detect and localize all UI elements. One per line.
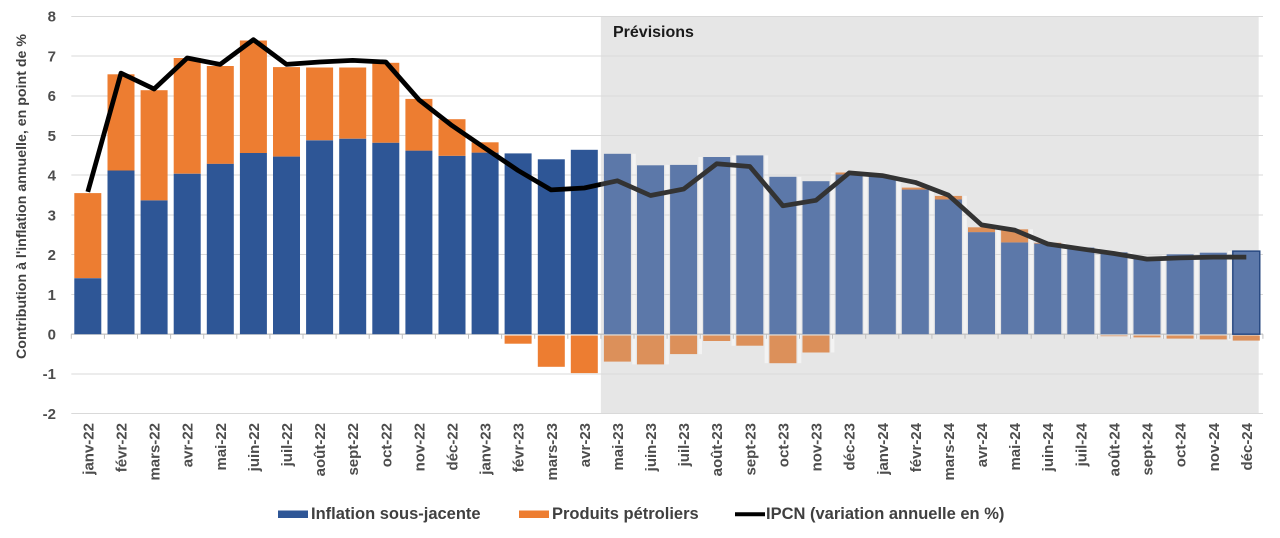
svg-text:sept-22: sept-22: [345, 423, 362, 476]
svg-text:nov-23: nov-23: [809, 423, 826, 471]
svg-text:Produits pétroliers: Produits pétroliers: [552, 505, 699, 523]
svg-text:5: 5: [48, 128, 56, 145]
svg-text:1: 1: [48, 287, 56, 304]
svg-text:mars-22: mars-22: [147, 423, 164, 481]
svg-text:juin-22: juin-22: [246, 423, 263, 472]
svg-text:mai-24: mai-24: [1007, 422, 1024, 470]
svg-text:janv-24: janv-24: [875, 422, 892, 475]
svg-text:févr-24: févr-24: [908, 422, 925, 472]
svg-text:juil-22: juil-22: [279, 423, 296, 467]
svg-text:3: 3: [48, 207, 56, 224]
svg-text:févr-22: févr-22: [114, 423, 131, 472]
svg-text:juin-23: juin-23: [643, 423, 660, 472]
svg-text:4: 4: [48, 168, 57, 185]
svg-text:Inflation sous-jacente: Inflation sous-jacente: [311, 505, 481, 523]
svg-text:IPCN (variation annuelle en %): IPCN (variation annuelle en %): [766, 505, 1004, 523]
svg-text:mai-22: mai-22: [213, 423, 230, 471]
svg-text:-2: -2: [43, 406, 56, 423]
svg-text:avr-23: avr-23: [577, 423, 594, 467]
svg-text:déc-23: déc-23: [842, 423, 859, 471]
svg-text:juin-24: juin-24: [1040, 422, 1057, 472]
svg-text:oct-22: oct-22: [378, 423, 395, 467]
svg-text:6: 6: [48, 88, 56, 105]
svg-text:juil-23: juil-23: [676, 423, 693, 467]
svg-text:févr-23: févr-23: [511, 423, 528, 472]
svg-text:août-23: août-23: [709, 423, 726, 476]
svg-text:2: 2: [48, 247, 56, 264]
svg-text:Prévisions: Prévisions: [613, 24, 694, 41]
svg-text:7: 7: [48, 48, 56, 65]
svg-text:juil-24: juil-24: [1073, 422, 1090, 467]
svg-text:avr-22: avr-22: [180, 423, 197, 467]
svg-text:janv-23: janv-23: [478, 423, 495, 476]
svg-text:avr-24: avr-24: [974, 422, 991, 467]
svg-text:nov-24: nov-24: [1206, 422, 1223, 471]
svg-text:0: 0: [48, 327, 56, 344]
svg-text:Contribution à l'inflation ann: Contribution à l'inflation annuelle, en …: [14, 34, 30, 359]
svg-text:août-24: août-24: [1107, 422, 1124, 476]
svg-text:mars-24: mars-24: [941, 422, 958, 480]
svg-text:mars-23: mars-23: [544, 423, 561, 481]
svg-text:sept-24: sept-24: [1140, 422, 1157, 475]
svg-text:8: 8: [48, 9, 56, 26]
svg-text:oct-23: oct-23: [775, 423, 792, 467]
svg-text:sept-23: sept-23: [742, 423, 759, 476]
svg-text:déc-24: déc-24: [1239, 422, 1256, 470]
svg-text:oct-24: oct-24: [1173, 422, 1190, 467]
svg-text:mai-23: mai-23: [610, 423, 627, 471]
svg-text:déc-22: déc-22: [445, 423, 462, 471]
svg-text:août-22: août-22: [312, 423, 329, 476]
svg-text:nov-22: nov-22: [411, 423, 428, 471]
svg-text:janv-22: janv-22: [80, 423, 97, 476]
svg-text:-1: -1: [43, 366, 56, 383]
